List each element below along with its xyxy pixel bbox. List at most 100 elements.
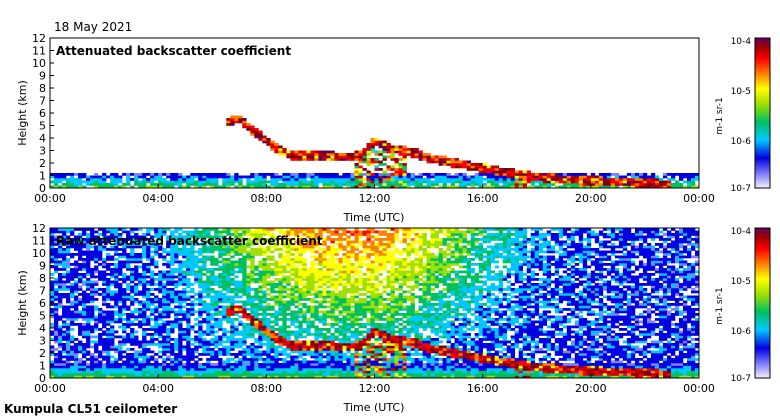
backscatter-cell [142,320,147,324]
backscatter-cell [362,375,367,378]
backscatter-cell [54,258,59,261]
backscatter-cell [254,310,259,314]
backscatter-cell [622,183,628,186]
backscatter-cell [294,368,299,371]
backscatter-cell [118,178,123,181]
backscatter-cell [210,298,215,301]
backscatter-cell [346,185,351,188]
backscatter-cell [414,153,419,156]
backscatter-cell [54,253,59,256]
backscatter-cell [110,175,115,179]
backscatter-cell [222,335,227,339]
backscatter-cell [306,248,311,251]
backscatter-cell [546,185,552,188]
backscatter-cell [94,270,99,274]
backscatter-cell [362,335,367,339]
backscatter-cell [334,173,339,176]
backscatter-cell [234,228,239,231]
backscatter-cell [262,265,267,269]
backscatter-cell [222,353,227,356]
backscatter-cell [94,183,99,186]
backscatter-cell [286,153,291,156]
backscatter-cell [610,173,616,176]
backscatter-cell [310,155,315,159]
backscatter-cell [222,183,227,186]
backscatter-cell [494,180,499,184]
backscatter-cell [206,373,211,376]
backscatter-cell [102,365,107,369]
backscatter-cell [130,338,135,341]
backscatter-cell [94,350,99,354]
backscatter-cell [322,288,327,291]
backscatter-cell [146,238,151,241]
backscatter-cell [194,260,199,264]
backscatter-cell [150,178,155,181]
backscatter-cell [190,178,195,181]
backscatter-cell [178,333,183,336]
backscatter-cell [326,305,331,309]
backscatter-cell [482,178,487,181]
backscatter-cell [114,253,119,256]
backscatter-cell [462,173,467,176]
backscatter-cell [198,343,203,346]
backscatter-cell [346,175,351,179]
backscatter-cell [346,238,351,241]
backscatter-cell [214,300,219,304]
backscatter-cell [354,268,359,271]
backscatter-cell [242,275,247,279]
backscatter-cell [250,315,255,319]
backscatter-cell [258,180,263,184]
backscatter-cell [58,185,63,188]
backscatter-cell [150,243,155,246]
backscatter-cell [186,263,191,266]
backscatter-cell [526,173,532,176]
backscatter-cell [166,175,171,179]
backscatter-cell [82,365,87,369]
backscatter-cell [110,343,115,346]
backscatter-cell [526,175,532,179]
backscatter-cell [222,243,227,246]
backscatter-cell [122,318,127,321]
backscatter-cell [254,233,259,236]
backscatter-cell [66,325,71,329]
backscatter-cell [270,315,275,319]
backscatter-cell [218,293,223,296]
backscatter-cell [234,178,239,181]
backscatter-cell [354,168,359,171]
backscatter-cell [82,305,87,309]
backscatter-cell [382,185,387,188]
backscatter-cell [298,183,303,186]
backscatter-cell [86,368,91,371]
backscatter-cell [214,178,219,181]
backscatter-cell [106,345,111,349]
backscatter-cell [350,180,355,184]
backscatter-cell [586,175,592,179]
backscatter-cell [354,335,359,339]
backscatter-cell [146,248,151,251]
backscatter-cell [110,318,115,321]
backscatter-cell [270,255,275,259]
backscatter-cell [302,185,307,188]
backscatter-cell [98,340,103,344]
backscatter-cell [310,343,315,346]
backscatter-cell [282,328,287,331]
backscatter-cell [450,165,455,169]
backscatter-cell [346,355,351,359]
backscatter-cell [238,270,243,274]
backscatter-cell [686,175,692,179]
backscatter-cell [142,185,147,188]
backscatter-cell [322,173,327,176]
backscatter-cell [250,375,255,378]
backscatter-cell [58,275,63,279]
backscatter-cell [286,318,291,321]
backscatter-cell [550,180,556,184]
backscatter-cell [322,373,327,376]
backscatter-cell [190,265,195,269]
backscatter-cell [126,298,131,301]
backscatter-cell [198,230,203,234]
backscatter-cell [170,260,175,264]
backscatter-cell [222,270,227,274]
backscatter-cell [266,238,271,241]
backscatter-cell [106,310,111,314]
backscatter-cell [434,175,439,179]
